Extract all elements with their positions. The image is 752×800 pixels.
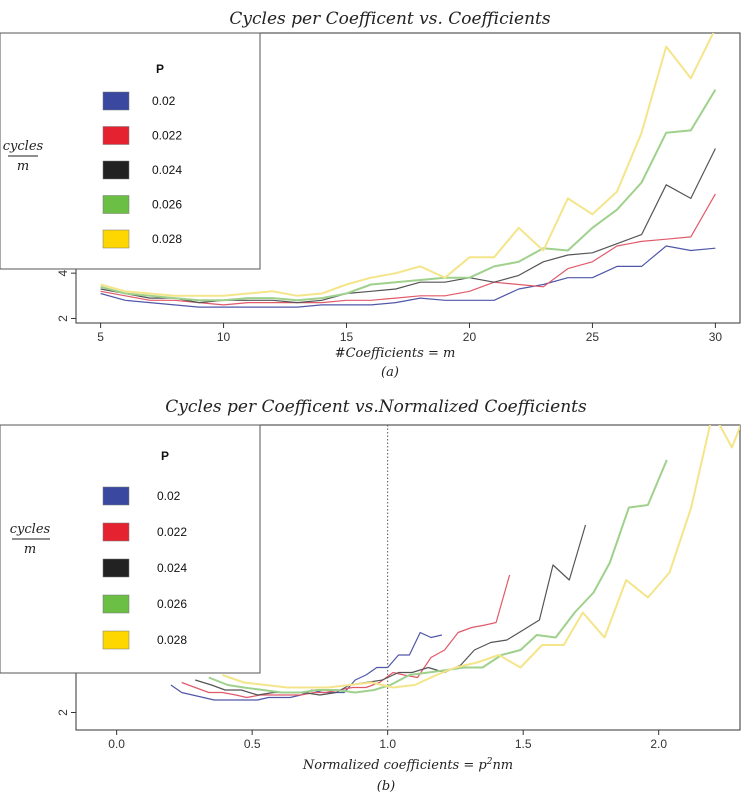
chart-b-series-line-0-022 (181, 574, 511, 699)
chart-a-legend-swatch (102, 126, 130, 145)
chart-b-series-line-0-024 (195, 524, 587, 696)
chart-a-legend-label: 0.026 (152, 198, 182, 212)
chart-b-legend-label: 0.02 (157, 489, 181, 503)
chart-a-legend: P 0.02 0.022 0.024 0.026 0.028 (0, 32, 261, 270)
chart-b-xtick-label: 0.0 (108, 737, 125, 751)
chart-a-ylabel: cycles m (3, 139, 44, 174)
chart-a-xlabel: #Coefficients = m (335, 346, 456, 361)
chart-a-legend-label: 0.024 (152, 163, 182, 177)
chart-a-ylabel-den: m (17, 159, 29, 174)
chart-a-series-line-0-028 (100, 33, 715, 297)
chart-a-caption: (a) (381, 365, 399, 380)
chart-a-xtick-label: 30 (709, 330, 723, 344)
chart-a-xtick-label: 10 (217, 330, 231, 344)
chart-b-legend-swatch (102, 594, 130, 614)
chart-a-ylabel-num: cycles (3, 139, 44, 154)
chart-a-legend-title: P (156, 62, 164, 76)
chart-a-legend-label: 0.02 (152, 94, 176, 108)
chart-b-legend: P 0.02 0.022 0.024 0.026 0.028 (0, 424, 261, 674)
chart-a-ytick-label: 4 (56, 270, 70, 277)
chart-a-xtick-label: 5 (97, 330, 104, 344)
chart-b-ylabel-num: cycles (10, 522, 51, 537)
chart-b-legend-swatch (102, 558, 130, 578)
chart-b-ytick-label: 2 (56, 709, 70, 716)
chart-b-legend-swatch (102, 486, 130, 506)
chart-a-xtick-label: 15 (340, 330, 354, 344)
chart-a-series-line-0-024 (100, 148, 716, 304)
chart-b-legend-swatch (102, 522, 130, 542)
chart-b-legend-title: P (161, 449, 169, 463)
chart-a-legend-box (0, 32, 261, 270)
chart-b-ylabel: cycles m (10, 522, 51, 557)
chart-a-title: Cycles per Coefficent vs. Coefficients (229, 9, 550, 29)
chart-b-ylabel-den: m (24, 542, 36, 557)
chart-b-legend-label: 0.028 (157, 633, 187, 647)
chart-a-legend-swatch (102, 195, 130, 214)
chart-a-legend-swatch (102, 160, 130, 180)
chart-b-series-line-0-026 (208, 459, 668, 694)
chart-a-xtick-label: 20 (463, 330, 477, 344)
chart-a-legend-swatch (102, 229, 130, 249)
chart-b-xtick-label: 0.5 (244, 737, 261, 751)
chart-b-caption: (b) (377, 779, 395, 794)
chart-b-legend-box (0, 424, 261, 674)
chart-a-legend-swatch (102, 91, 130, 111)
chart-b-legend-label: 0.026 (157, 597, 187, 611)
chart-b-legend-label: 0.024 (157, 561, 187, 575)
chart-b-xlabel-sup: 2 (486, 757, 493, 767)
chart-b-legend-swatch (102, 630, 130, 650)
chart-b-xtick-label: 1.5 (515, 737, 532, 751)
chart-b-xlabel-main: Normalized coefficients = p (302, 758, 488, 773)
chart-a-series-line-0-022 (100, 193, 716, 306)
chart-b-title: Cycles per Coefficent vs.Normalized Coef… (165, 397, 587, 417)
chart-a-ytick-label: 2 (56, 315, 70, 322)
chart-a-series-line-0-02 (100, 245, 716, 308)
chart-b-xlabel-end: nm (492, 758, 513, 773)
chart-b-xtick-label: 1.0 (379, 737, 396, 751)
chart-b-legend-label: 0.022 (157, 525, 187, 539)
chart-a-xtick-label: 25 (586, 330, 600, 344)
chart-a-legend-label: 0.022 (152, 129, 182, 143)
chart-b-xtick-label: 2.0 (650, 737, 667, 751)
chart-b-series-line-0-028 (222, 425, 740, 689)
chart-a-legend-label: 0.028 (152, 232, 182, 246)
chart-b-xlabel: Normalized coefficients = p2nm (302, 757, 513, 773)
chart-a-series-line-0-026 (100, 89, 717, 302)
